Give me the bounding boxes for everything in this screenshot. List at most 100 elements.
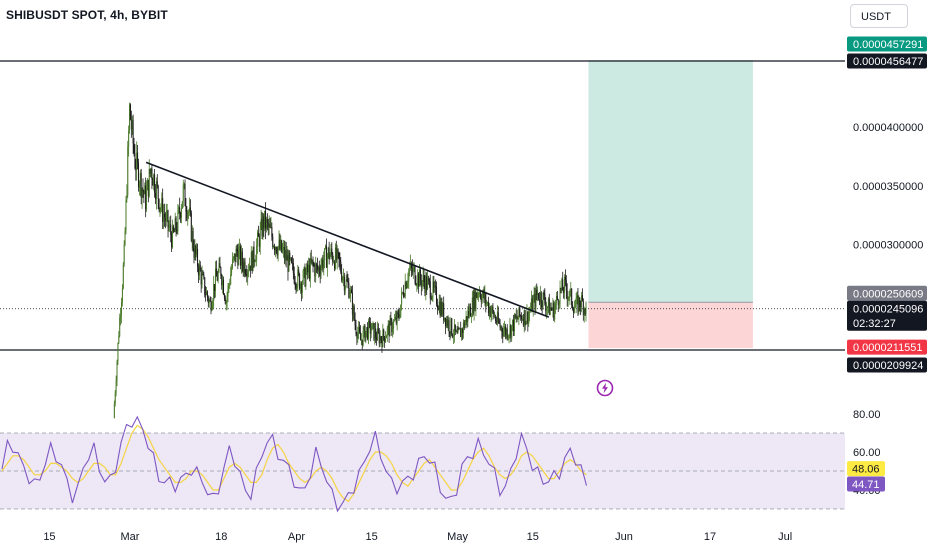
entry-tag-label: 0.0000250609 bbox=[853, 288, 923, 300]
target-tag-label: 0.0000457291 bbox=[853, 39, 923, 51]
candle-body bbox=[448, 319, 450, 332]
candle-body bbox=[390, 318, 392, 320]
candle-body bbox=[435, 285, 437, 287]
candle-body bbox=[196, 248, 198, 255]
candle-body bbox=[282, 246, 284, 250]
target-zone bbox=[588, 60, 753, 303]
candle-body bbox=[393, 320, 395, 329]
price-pane[interactable] bbox=[0, 60, 845, 419]
candle-body bbox=[315, 263, 317, 277]
candle-body bbox=[572, 304, 574, 309]
candle-body bbox=[360, 339, 362, 341]
candle-body bbox=[127, 146, 129, 196]
candle-body bbox=[488, 307, 490, 314]
candle-body bbox=[268, 223, 270, 228]
candle-body bbox=[431, 296, 433, 300]
candle-body bbox=[459, 328, 461, 330]
candle-body bbox=[497, 312, 499, 322]
candle-body bbox=[150, 168, 152, 174]
candle-body bbox=[546, 307, 548, 311]
candle-body bbox=[461, 328, 463, 338]
candle-body bbox=[334, 247, 336, 269]
time-axis[interactable]: 15 Mar 18 Apr 15 May 15 Jun 17 Jul bbox=[43, 531, 792, 543]
candle-body bbox=[537, 293, 539, 295]
candle-body bbox=[419, 270, 421, 281]
trendline bbox=[145, 161, 550, 318]
candle-body bbox=[304, 267, 306, 287]
candle-body bbox=[334, 261, 336, 269]
candle-body bbox=[211, 306, 213, 311]
candle-body bbox=[212, 300, 214, 307]
candle-body bbox=[190, 212, 192, 241]
candle-body bbox=[585, 303, 587, 315]
candle-body bbox=[269, 223, 271, 228]
candle-body bbox=[149, 169, 151, 174]
candle-body bbox=[156, 181, 158, 186]
candle-body bbox=[539, 292, 541, 303]
candle-body bbox=[258, 236, 260, 247]
flash-icon[interactable] bbox=[596, 379, 614, 397]
candle-body bbox=[168, 226, 170, 228]
candle-body bbox=[142, 188, 144, 192]
candle-body bbox=[439, 301, 441, 316]
candle-body bbox=[340, 261, 342, 273]
last-price-tag-label: 0.0000245096 bbox=[853, 303, 923, 315]
candle-body bbox=[335, 247, 337, 261]
candle-body bbox=[167, 210, 169, 228]
candle-body bbox=[169, 224, 171, 227]
candle-body bbox=[482, 290, 484, 296]
candle-body bbox=[344, 286, 346, 291]
candle-body bbox=[242, 265, 244, 272]
candle-body bbox=[283, 246, 285, 259]
candle-body bbox=[445, 319, 447, 327]
candle-body bbox=[299, 273, 301, 289]
rsi-tick-label: 80.00 bbox=[853, 409, 881, 421]
candle-body bbox=[206, 291, 208, 298]
candle-body bbox=[405, 282, 407, 289]
candle-body bbox=[147, 179, 149, 197]
candle-body bbox=[489, 307, 491, 317]
candle-body bbox=[299, 283, 301, 289]
candle-body bbox=[260, 218, 262, 228]
candle-body bbox=[394, 316, 396, 320]
candle-body bbox=[513, 314, 515, 332]
candle-body bbox=[203, 274, 205, 278]
candle-body bbox=[410, 263, 412, 268]
rsi-pane[interactable] bbox=[0, 415, 845, 513]
candle-body bbox=[471, 297, 473, 317]
candle-body bbox=[555, 295, 557, 303]
candle-body bbox=[128, 130, 130, 147]
candle-body bbox=[197, 248, 199, 268]
candle-body bbox=[192, 230, 194, 249]
candle-body bbox=[569, 290, 571, 298]
candle-body bbox=[544, 294, 546, 304]
candle-body bbox=[550, 307, 552, 309]
candle-body bbox=[484, 293, 486, 300]
candle-body bbox=[430, 298, 432, 300]
candle-body bbox=[457, 328, 459, 334]
candle-body bbox=[181, 201, 183, 209]
symbol-title[interactable]: SHIBUSDT SPOT, 4h, BYBIT bbox=[6, 8, 168, 22]
candle-body bbox=[279, 239, 281, 250]
candle-body bbox=[294, 283, 296, 285]
candle-body bbox=[473, 291, 475, 313]
candle-body bbox=[442, 303, 444, 315]
candle-body bbox=[556, 295, 558, 300]
candle-body bbox=[214, 268, 216, 291]
candle-body bbox=[403, 295, 405, 297]
candle-body bbox=[514, 314, 516, 319]
candle-body bbox=[309, 258, 311, 279]
time-tick-label: May bbox=[447, 531, 468, 543]
candle-body bbox=[255, 259, 257, 262]
time-tick-label: 15 bbox=[366, 531, 378, 543]
candle-body bbox=[499, 323, 501, 328]
currency-button[interactable]: USDT bbox=[850, 4, 908, 28]
candle-body bbox=[210, 300, 212, 311]
candle-body bbox=[253, 246, 255, 263]
candle-body bbox=[353, 305, 355, 320]
candle-body bbox=[451, 318, 453, 335]
candle-body bbox=[563, 290, 565, 293]
candle-body bbox=[547, 298, 549, 307]
rsi-value-tag bbox=[847, 476, 885, 492]
